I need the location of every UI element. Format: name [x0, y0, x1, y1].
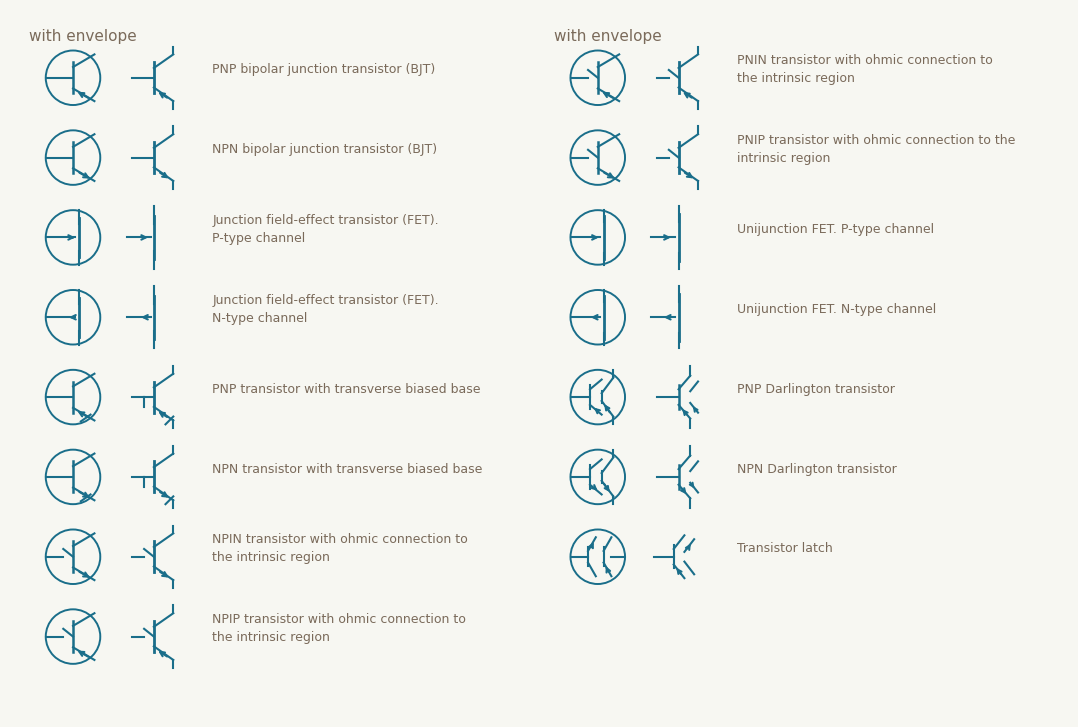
- Text: Unijunction FET. N-type channel: Unijunction FET. N-type channel: [737, 303, 936, 316]
- Text: Junction field-effect transistor (FET).
N-type channel: Junction field-effect transistor (FET). …: [212, 294, 439, 325]
- Text: PNP transistor with transverse biased base: PNP transistor with transverse biased ba…: [212, 383, 481, 395]
- Text: NPN Darlington transistor: NPN Darlington transistor: [737, 462, 897, 475]
- Text: NPN bipolar junction transistor (BJT): NPN bipolar junction transistor (BJT): [212, 143, 438, 156]
- Text: PNP bipolar junction transistor (BJT): PNP bipolar junction transistor (BJT): [212, 63, 436, 76]
- Text: PNIN transistor with ohmic connection to
the intrinsic region: PNIN transistor with ohmic connection to…: [737, 55, 993, 86]
- Text: with envelope: with envelope: [554, 29, 662, 44]
- Text: NPN transistor with transverse biased base: NPN transistor with transverse biased ba…: [212, 462, 483, 475]
- Text: NPIP transistor with ohmic connection to
the intrinsic region: NPIP transistor with ohmic connection to…: [212, 614, 466, 644]
- Text: Transistor latch: Transistor latch: [737, 542, 832, 555]
- Text: PNIP transistor with ohmic connection to the
intrinsic region: PNIP transistor with ohmic connection to…: [737, 134, 1015, 165]
- Text: PNP Darlington transistor: PNP Darlington transistor: [737, 383, 895, 395]
- Text: Unijunction FET. P-type channel: Unijunction FET. P-type channel: [737, 223, 935, 236]
- Text: Junction field-effect transistor (FET).
P-type channel: Junction field-effect transistor (FET). …: [212, 214, 439, 245]
- Text: with envelope: with envelope: [29, 29, 137, 44]
- Text: NPIN transistor with ohmic connection to
the intrinsic region: NPIN transistor with ohmic connection to…: [212, 534, 468, 564]
